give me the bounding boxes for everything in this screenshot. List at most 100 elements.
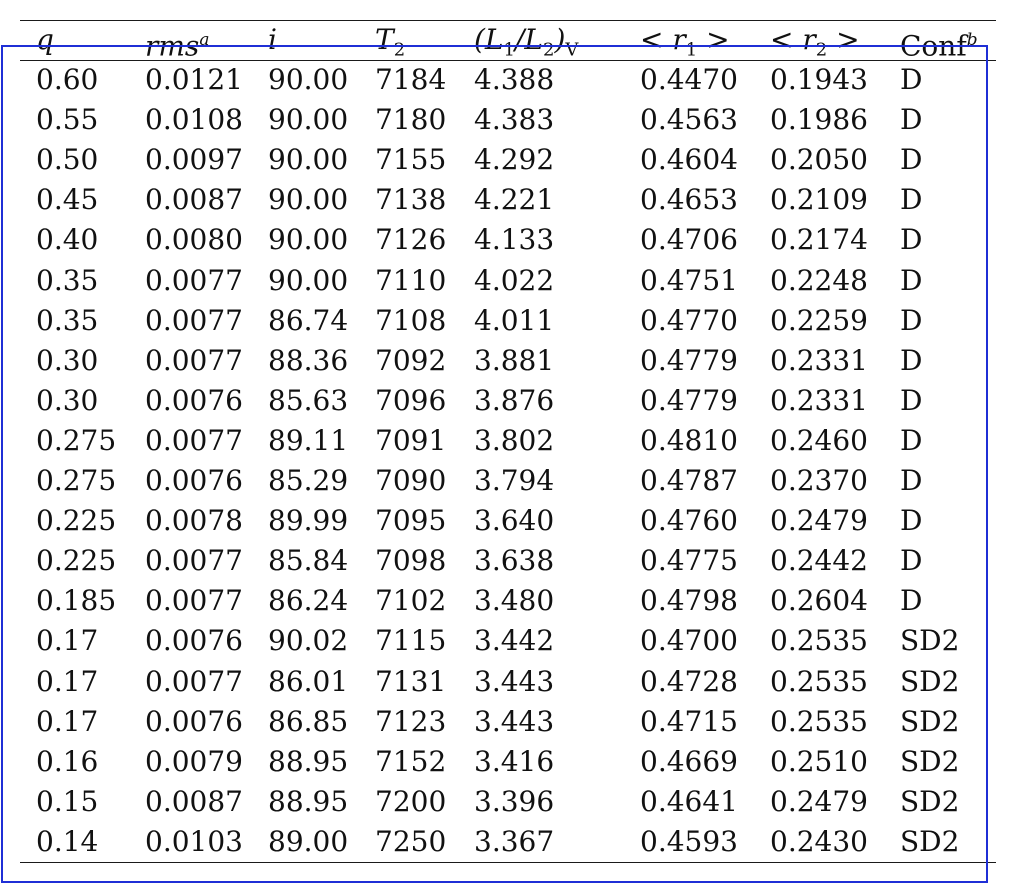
cell-t2: 7250 — [375, 824, 447, 858]
cell-r1: 0.4669 — [640, 744, 738, 778]
cell-q: 0.17 — [36, 624, 99, 658]
cell-r2: 0.2510 — [770, 744, 868, 778]
cell-r1: 0.4715 — [640, 704, 738, 738]
cell-q: 0.16 — [36, 744, 99, 778]
cell-q: 0.35 — [36, 263, 99, 297]
cell-q: 0.14 — [36, 824, 99, 858]
cell-inclination: 85.63 — [268, 383, 349, 417]
cell-r2: 0.2430 — [770, 824, 868, 858]
cell-conf: D — [900, 183, 923, 217]
cell-inclination: 90.02 — [268, 624, 349, 658]
cell-rms: 0.0087 — [145, 784, 243, 818]
cell-r2: 0.2535 — [770, 664, 868, 698]
cell-q: 0.17 — [36, 664, 99, 698]
cell-inclination: 88.36 — [268, 343, 349, 377]
cell-rms: 0.0077 — [145, 584, 243, 618]
cell-t2: 7090 — [375, 464, 447, 497]
cell-conf: SD2 — [900, 664, 960, 698]
cell-luminosity-ratio: 3.396 — [474, 784, 555, 818]
cell-conf: SD2 — [900, 744, 960, 778]
cell-t2: 7138 — [375, 183, 447, 217]
cell-conf: SD2 — [900, 784, 960, 818]
header-r2: < r2 > — [770, 23, 860, 61]
cell-luminosity-ratio: 4.292 — [474, 143, 555, 177]
cell-t2: 7155 — [375, 143, 447, 177]
cell-q: 0.17 — [36, 704, 99, 738]
cell-r2: 0.2248 — [770, 263, 868, 297]
cell-inclination: 85.29 — [268, 464, 349, 497]
cell-conf: D — [900, 423, 923, 457]
cell-inclination: 85.84 — [268, 544, 349, 578]
cell-conf: D — [900, 303, 923, 337]
cell-t2: 7152 — [375, 744, 447, 778]
cell-inclination: 89.00 — [268, 824, 349, 858]
cell-inclination: 90.00 — [268, 263, 349, 297]
cell-inclination: 90.00 — [268, 223, 349, 257]
cell-r2: 0.1943 — [770, 63, 868, 96]
header-t2: T2 — [375, 23, 406, 61]
header-inclination: i — [268, 23, 277, 56]
cell-r1: 0.4470 — [640, 63, 738, 96]
cell-inclination: 86.24 — [268, 584, 349, 618]
cell-inclination: 90.00 — [268, 63, 349, 96]
cell-luminosity-ratio: 4.383 — [474, 103, 555, 137]
table-top-rule — [20, 20, 996, 21]
cell-r1: 0.4787 — [640, 464, 738, 497]
cell-conf: D — [900, 263, 923, 297]
cell-t2: 7110 — [375, 263, 447, 297]
cell-inclination: 86.74 — [268, 303, 349, 337]
cell-t2: 7115 — [375, 624, 447, 658]
cell-t2: 7092 — [375, 343, 447, 377]
cell-r1: 0.4563 — [640, 103, 738, 137]
cell-t2: 7095 — [375, 504, 447, 538]
cell-rms: 0.0078 — [145, 504, 243, 538]
cell-q: 0.185 — [36, 584, 117, 618]
cell-r2: 0.2370 — [770, 464, 868, 497]
cell-r2: 0.2535 — [770, 624, 868, 658]
cell-luminosity-ratio: 3.443 — [474, 704, 555, 738]
cell-t2: 7123 — [375, 704, 447, 738]
cell-q: 0.275 — [36, 423, 117, 457]
cell-luminosity-ratio: 4.221 — [474, 183, 555, 217]
cell-r1: 0.4593 — [640, 824, 738, 858]
cell-rms: 0.0077 — [145, 303, 243, 337]
cell-inclination: 90.00 — [268, 143, 349, 177]
cell-r1: 0.4728 — [640, 664, 738, 698]
cell-rms: 0.0076 — [145, 383, 243, 417]
cell-conf: D — [900, 383, 923, 417]
table-header-rule — [20, 60, 996, 61]
cell-luminosity-ratio: 3.367 — [474, 824, 555, 858]
cell-r1: 0.4798 — [640, 584, 738, 618]
cell-rms: 0.0076 — [145, 624, 243, 658]
cell-t2: 7091 — [375, 423, 447, 457]
cell-t2: 7126 — [375, 223, 447, 257]
cell-rms: 0.0076 — [145, 704, 243, 738]
cell-r2: 0.2331 — [770, 383, 868, 417]
header-r1: < r1 > — [640, 23, 730, 61]
cell-conf: D — [900, 504, 923, 538]
cell-r1: 0.4706 — [640, 223, 738, 257]
cell-luminosity-ratio: 3.802 — [474, 423, 555, 457]
cell-conf: D — [900, 143, 923, 177]
cell-r2: 0.2604 — [770, 584, 868, 618]
cell-conf: SD2 — [900, 704, 960, 738]
cell-t2: 7098 — [375, 544, 447, 578]
cell-luminosity-ratio: 4.388 — [474, 63, 555, 96]
cell-conf: D — [900, 63, 923, 96]
cell-inclination: 89.99 — [268, 504, 349, 538]
cell-conf: SD2 — [900, 624, 960, 658]
cell-rms: 0.0108 — [145, 103, 243, 137]
cell-r2: 0.2479 — [770, 784, 868, 818]
cell-inclination: 90.00 — [268, 183, 349, 217]
cell-t2: 7102 — [375, 584, 447, 618]
cell-conf: D — [900, 343, 923, 377]
cell-q: 0.225 — [36, 544, 117, 578]
cell-conf: D — [900, 584, 923, 618]
cell-t2: 7180 — [375, 103, 447, 137]
cell-inclination: 86.85 — [268, 704, 349, 738]
cell-luminosity-ratio: 3.640 — [474, 504, 555, 538]
cell-r2: 0.2050 — [770, 143, 868, 177]
cell-luminosity-ratio: 4.022 — [474, 263, 555, 297]
cell-r1: 0.4779 — [640, 343, 738, 377]
cell-q: 0.55 — [36, 103, 99, 137]
